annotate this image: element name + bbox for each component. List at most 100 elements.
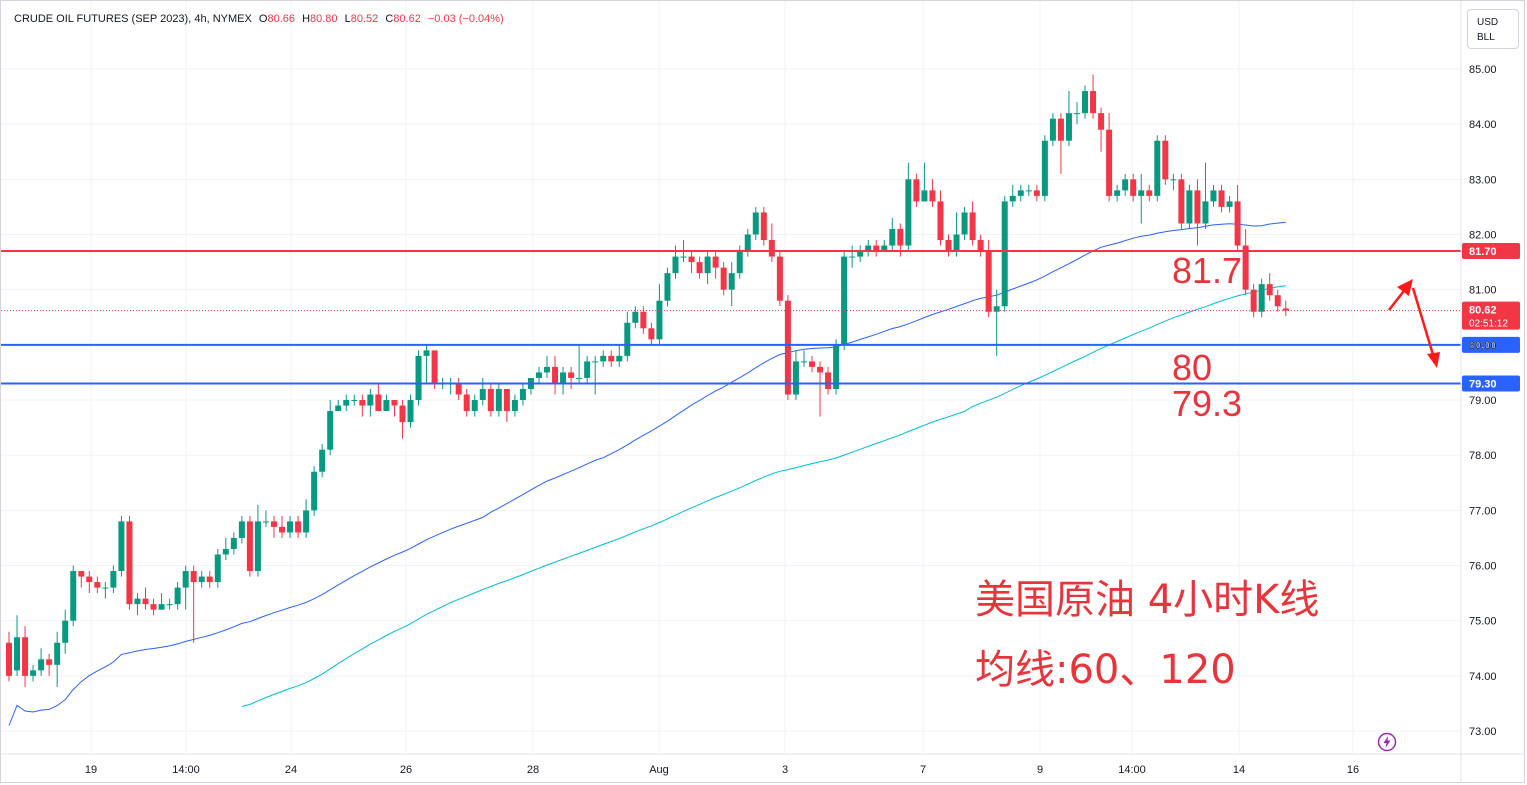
candle [1082,85,1089,119]
candle-body [800,361,807,363]
candle [873,240,880,257]
candle-body [134,598,141,605]
close-label: C [385,13,394,25]
candle [1001,195,1008,312]
horizontal-lines: 81.70 80.00 79.30 80.62 02:51:12 [1,243,1520,392]
candle-body [1162,140,1169,180]
candle-body [359,400,366,406]
candle-body [1130,179,1137,196]
candle [30,664,37,682]
candle [54,631,61,687]
candle [768,223,775,263]
candle [656,284,663,345]
candle [214,548,221,588]
x-tick-label: 14:00 [1118,764,1146,776]
candle-body [792,361,799,395]
candle [150,598,157,616]
candle [94,576,101,594]
candle-body [479,388,486,401]
annotation-80: 80 [1172,347,1212,388]
candle-body [664,273,671,301]
level-tag-label: 80.00 [1469,340,1497,352]
candle-body [487,388,494,412]
candle-body [1282,308,1289,311]
candle-body [254,521,261,572]
candle [86,571,93,594]
x-tick-label: 9 [1037,764,1043,776]
level-tag [1462,243,1520,260]
candle [576,344,583,384]
annotation-title: 美国原油 4小时K线 [975,577,1319,623]
candle [1266,273,1273,301]
candle-body [1049,118,1056,141]
candle [720,262,727,296]
candle-body [54,642,61,665]
candle [311,466,318,516]
candle-body [929,190,936,202]
candle-body [648,328,655,340]
candle [833,339,840,395]
y-tick-label: 79.00 [1469,395,1497,407]
candle-body [511,400,518,412]
candle-body [672,256,679,274]
candle-body [833,344,840,389]
annotation-81-7: 81.7 [1172,250,1242,291]
candle [455,377,462,401]
grid [1,1,1461,754]
candle-body [712,256,719,268]
low-value: 80.52 [350,13,379,25]
candle-body [1114,190,1121,196]
candle [222,537,229,561]
candle-body [1170,179,1177,181]
candle [327,400,334,456]
candle-body [182,571,189,588]
open-label: O [258,13,268,25]
candle-body [391,400,398,406]
candle-body [142,598,149,605]
candle-body [608,355,615,362]
candle [776,251,783,307]
symbol-name: CRUDE OIL FUTURES (SEP 2023) [14,13,189,25]
candle [1017,184,1024,202]
candle-body [584,361,591,378]
candle [648,322,655,345]
candle-body [270,521,277,527]
candle-body [295,521,302,533]
candle-body [311,471,318,511]
candle-body [158,604,165,610]
candle [688,251,695,274]
candle [1009,184,1016,207]
candle [78,571,85,588]
y-tick-label: 80.00 [1469,340,1497,352]
candle-body [680,256,687,258]
candle-body [1025,190,1032,192]
candle [1234,184,1241,252]
y-tick-label: 74.00 [1469,671,1497,683]
candle [664,267,671,307]
candle-body [1057,118,1064,141]
candle-body [407,400,414,423]
candle [279,515,286,538]
candle-body [367,394,374,406]
candle-body [471,400,478,412]
candle [415,350,422,406]
candle [423,344,430,384]
candle-body [1226,201,1233,207]
candle-body [1009,195,1016,202]
candle-body [62,620,69,643]
candle-body [495,388,502,412]
candle-body [905,179,912,246]
candle-body [768,240,775,257]
candle [463,388,470,417]
candle [953,212,960,257]
candle [945,234,952,257]
candle-body [190,571,197,583]
candle [993,289,1000,356]
currency-unit-button[interactable]: USD BLL [1467,9,1519,49]
candle-body [230,537,237,549]
y-tick-label: 85.00 [1469,64,1497,76]
candle-body [696,262,703,274]
candle [22,626,29,687]
lightning-icon[interactable] [1377,732,1397,752]
